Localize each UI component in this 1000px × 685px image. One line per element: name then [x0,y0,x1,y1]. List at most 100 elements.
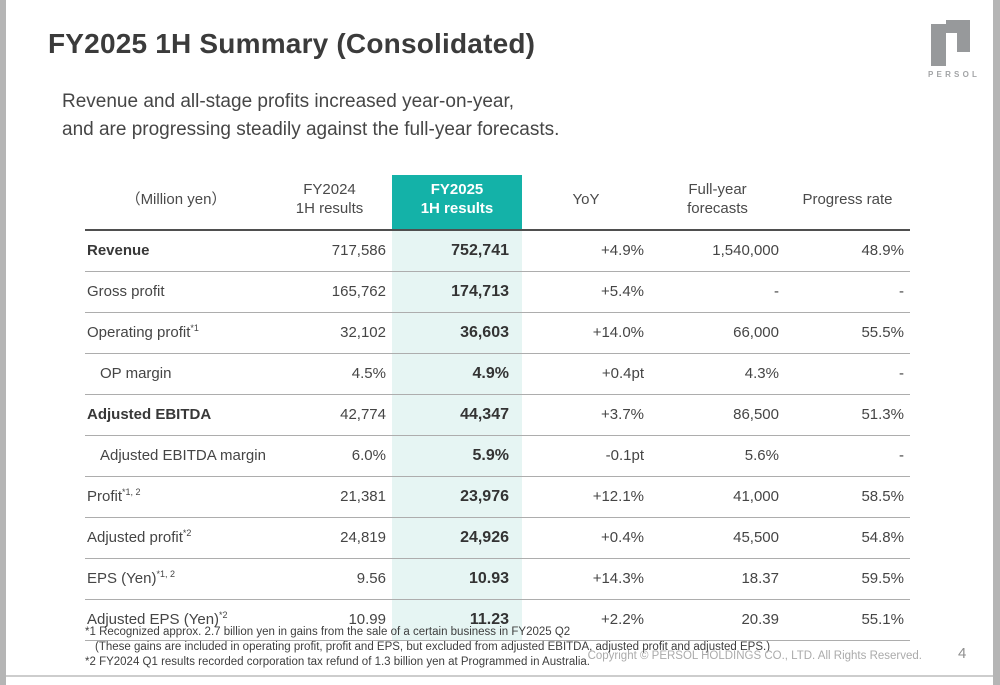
cell-progress: 54.8% [785,517,910,559]
cell-forecast: 66,000 [650,312,785,354]
summary-table: （Million yen） FY2024 1H results FY2025 1… [85,175,910,641]
footnote-marker: *2 [219,610,228,621]
cell-progress: 55.1% [785,599,910,641]
cell-fy2025: 5.9% [392,435,522,477]
cell-forecast: 1,540,000 [650,230,785,272]
cell-yoy: +14.0% [522,312,650,354]
row-label: Revenue [85,230,267,272]
footnote-marker: *2 [182,528,192,539]
cell-forecast: 4.3% [650,353,785,395]
cell-progress: - [785,271,910,313]
cell-fy2025: 174,713 [392,271,522,313]
footnote-2: *2 FY2024 Q1 results recorded corporatio… [85,656,590,669]
col-header-fy2024: FY2024 1H results [267,175,392,231]
cell-progress: - [785,435,910,477]
page-number: 4 [958,645,967,662]
cell-fy2024: 10.99 [267,599,392,641]
col-header-fy2025: FY2025 1H results [392,175,522,231]
col-header-yoy: YoY [522,175,650,231]
table-row: OP margin 4.5% 4.9% +0.4pt 4.3% - [85,353,910,395]
table-row: Adjusted EBITDA 42,774 44,347 +3.7% 86,500 51… [85,394,910,436]
footnote-1-continued: (These gains are included in operating p… [95,641,771,654]
row-label: Operating profit*1 [85,312,267,354]
footnotes: *1 Recognized approx. 2.7 billion yen in… [85,625,770,671]
row-label: Gross profit [85,271,267,313]
row-label: Adjusted EBITDA margin [85,435,267,477]
footnote-marker: *1 [190,323,199,334]
cell-yoy: +3.7% [522,394,650,436]
footnote-marker: *1, 2 [122,487,141,498]
row-label: Adjusted profit*2 [85,517,267,559]
cell-fy2025: 24,926 [392,517,522,559]
table-row: Operating profit*1 32,102 36,603 +14.0% 66,0… [85,312,910,354]
cell-yoy: +4.9% [522,230,650,272]
cell-fy2025: 23,976 [392,476,522,518]
cell-fy2025: 11.23 [392,599,522,641]
cell-progress: 51.3% [785,394,910,436]
viewer-edge-right [993,0,1000,685]
cell-fy2024: 165,762 [267,271,392,313]
table-row: Profit*1, 2 21,381 23,976 +12.1% 41,000 58.5% [85,476,910,518]
cell-progress: 48.9% [785,230,910,272]
footnote-1: *1 Recognized approx. 2.7 billion yen in… [85,626,571,638]
table-row: Gross profit 165,762 174,713 +5.4% - - [85,271,910,313]
summary-table-body: Revenue 717,586 752,741 +4.9% 1,540,000 48.9%… [85,230,910,641]
cell-fy2024: 6.0% [267,435,392,477]
row-label: Profit*1, 2 [85,476,267,518]
cell-fy2024: 21,381 [267,476,392,518]
col-header-million-yen: （Million yen） [85,175,267,231]
cell-fy2025: 10.93 [392,558,522,600]
cell-fy2025: 4.9% [392,353,522,395]
persol-logo-text: PERSOL [928,70,981,79]
page-title: FY2025 1H Summary (Consolidated) [48,28,536,59]
cell-yoy: +5.4% [522,271,650,313]
cell-fy2024: 717,586 [267,230,392,272]
table-row: Adjusted profit*2 24,819 24,926 +0.4% 45,500… [85,517,910,559]
cell-fy2024: 4.5% [267,353,392,395]
col-header-progress: Progress rate [785,175,910,231]
cell-fy2024: 32,102 [267,312,392,354]
footnote-marker: *1, 2 [156,569,176,580]
cell-progress: 58.5% [785,476,910,518]
table-row: Adjusted EBITDA margin 6.0% 5.9% -0.1pt 5.6%… [85,435,910,477]
cell-fy2025: 44,347 [392,394,522,436]
cell-yoy: +14.3% [522,558,650,600]
cell-yoy: +12.1% [522,476,650,518]
row-label: OP margin [85,353,267,395]
cell-yoy: +0.4% [522,517,650,559]
row-label: Adjusted EPS (Yen)*2 [85,599,267,641]
cell-fy2025: 36,603 [392,312,522,354]
table-row: EPS (Yen)*1, 2 9.56 10.93 +14.3% 18.37 59.5% [85,558,910,600]
persol-logo-icon [931,20,970,66]
slide-subtitle: Revenue and all-stage profits increased … [62,88,559,144]
cell-yoy: -0.1pt [522,435,650,477]
cell-forecast: 5.6% [650,435,785,477]
cell-progress: 59.5% [785,558,910,600]
persol-logo: PERSOL [928,20,981,79]
table-row: Adjusted EPS (Yen)*2 10.99 11.23 +2.2% 20.39… [85,599,910,641]
cell-forecast: 45,500 [650,517,785,559]
row-label: Adjusted EBITDA [85,394,267,436]
col-header-forecasts: Full-year forecasts [650,175,785,231]
viewer-edge-left [0,0,6,685]
subtitle-line-1: Revenue and all-stage profits increased … [62,91,515,112]
cell-forecast: 41,000 [650,476,785,518]
row-label: EPS (Yen)*1, 2 [85,558,267,600]
cell-fy2024: 42,774 [267,394,392,436]
cell-yoy: +2.2% [522,599,650,641]
cell-forecast: - [650,271,785,313]
table-header-row: （Million yen） FY2024 1H results FY2025 1… [85,175,910,231]
cell-forecast: 18.37 [650,558,785,600]
cell-fy2024: 9.56 [267,558,392,600]
cell-fy2025: 752,741 [392,230,522,272]
copyright-text: Copyright © PERSOL HOLDINGS CO., LTD. Al… [587,650,922,662]
cell-forecast: 86,500 [650,394,785,436]
cell-forecast: 20.39 [650,599,785,641]
cell-yoy: +0.4pt [522,353,650,395]
subtitle-line-2: and are progressing steadily against the… [62,119,560,141]
table-row: Revenue 717,586 752,741 +4.9% 1,540,000 48.9% [85,230,910,272]
cell-fy2024: 24,819 [267,517,392,559]
cell-progress: 55.5% [785,312,910,354]
slide-bottom-edge [6,675,993,677]
cell-progress: - [785,353,910,395]
